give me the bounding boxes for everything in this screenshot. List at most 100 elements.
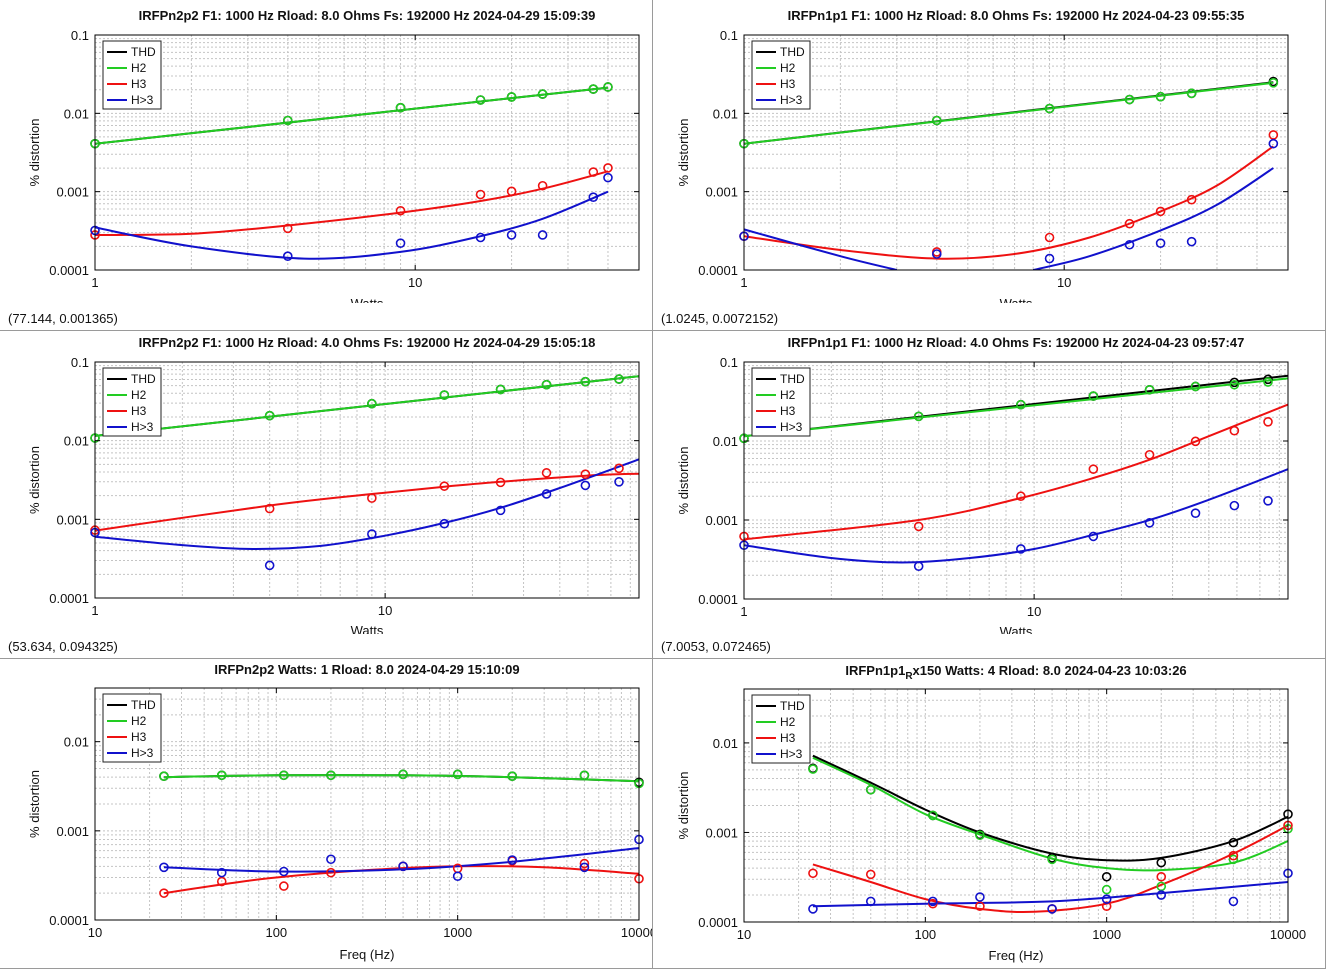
x-tick-label: 10 (378, 603, 392, 618)
x-tick-label: 10 (88, 925, 102, 940)
data-point-hgt3 (1101, 894, 1112, 904)
data-point-hgt3 (326, 854, 336, 865)
grid (743, 34, 1289, 271)
data-point-h3 (1088, 464, 1099, 474)
data-point-h2 (1101, 884, 1112, 895)
y-tick-label: 0.01 (64, 106, 89, 121)
data-point-hgt3 (931, 249, 942, 259)
grid (743, 688, 1289, 923)
x-axis-label: Watts (1000, 296, 1033, 303)
grid (743, 361, 1288, 600)
fit-line-h2 (163, 774, 639, 783)
data-point-h2 (808, 764, 818, 774)
data-point-hgt3 (541, 489, 552, 499)
x-axis-label: Watts (351, 296, 384, 303)
data-point-h2 (1228, 854, 1239, 865)
x-tick-label: 100 (265, 925, 287, 940)
fit-line-hgt3 (812, 881, 1288, 908)
data-point-hgt3 (367, 529, 377, 539)
data-point-hgt3 (1228, 896, 1239, 907)
axes-box (94, 361, 640, 599)
data-point-hgt3 (928, 896, 938, 907)
data-point-h2 (264, 410, 275, 421)
data-point-h2 (439, 390, 450, 400)
axes-box (94, 34, 640, 271)
plot-area (744, 81, 1274, 270)
data-point-h2 (279, 770, 289, 781)
data-point-hgt3 (808, 904, 818, 914)
data-point-h2 (1229, 379, 1240, 390)
data-point-h2 (1124, 94, 1135, 105)
data-point-h2 (1190, 381, 1201, 392)
legend-label: H2 (131, 388, 147, 402)
data-point-h2 (588, 84, 599, 94)
x-tick-label: 1 (740, 275, 747, 290)
panel-top-right: 1 10 0.0001 0.001 0.01 0.1 IRFPn1p1 F1: 1000 H… (653, 0, 1326, 331)
y-tick-label: 0.001 (56, 185, 89, 200)
legend-label: H3 (780, 731, 796, 745)
data-point-hgt3 (1155, 238, 1166, 248)
y-tick-label: 0.0001 (49, 913, 89, 928)
legend-label: H2 (131, 61, 147, 75)
data-point-h2 (398, 769, 408, 780)
data-point-h2 (159, 771, 169, 782)
data-point-h3 (264, 503, 275, 514)
data-point-hgt3 (537, 230, 548, 240)
data-point-hgt3 (1156, 890, 1167, 900)
coord-readout: (7.0053, 0.072465) (661, 639, 771, 654)
axes-box (743, 361, 1289, 600)
legend: THD H2 H3 H>3 (751, 694, 811, 764)
legend-label: H2 (131, 714, 147, 728)
fit-line-hgt3 (744, 228, 898, 270)
chart-svg: 10 100 1000 10000 0.0001 0.001 0.01 IRFPn2p2 Wa… (27, 662, 652, 962)
y-axis-label: % distortion (676, 119, 691, 187)
data-point-hgt3 (507, 855, 518, 865)
data-point-hgt3 (603, 172, 613, 183)
data-point-hgt3 (282, 251, 293, 262)
data-point-h2 (865, 784, 876, 795)
data-point-hgt3 (1186, 236, 1197, 247)
data-point-thd (1156, 857, 1167, 868)
y-tick-label: 0.0001 (49, 591, 89, 606)
data-point-hgt3 (439, 518, 450, 529)
data-point-h2 (216, 770, 227, 781)
chart-title: IRFPn1p1Rx150 Watts: 4 Rload: 8.0 2024-0… (845, 663, 1186, 682)
chart-title: IRFPn1p1 F1: 1000 Hz Rload: 8.0 Ohms Fs:… (788, 8, 1245, 23)
data-point-h2 (614, 374, 624, 384)
fit-line-h3 (95, 472, 639, 532)
y-tick-label: 0.01 (64, 735, 89, 750)
data-point-h3 (865, 869, 876, 880)
data-point-hgt3 (975, 892, 985, 902)
data-point-h3 (1229, 425, 1240, 436)
y-axis-label: % distortion (676, 447, 691, 515)
y-tick-label: 0.01 (64, 434, 89, 449)
data-point-hgt3 (865, 896, 876, 907)
axes-box (743, 34, 1289, 271)
data-point-hgt3 (1016, 544, 1026, 554)
y-tick-label: 0.1 (71, 28, 89, 43)
fit-line-h3 (812, 824, 1288, 914)
data-point-h2 (452, 769, 463, 780)
data-point-h3 (506, 186, 517, 197)
legend-label: THD (131, 698, 156, 712)
plot-area (812, 754, 1288, 914)
x-axis-label: Freq (Hz) (989, 948, 1044, 963)
chart-title: IRFPn1p1 F1: 1000 Hz Rload: 4.0 Ohms Fs:… (788, 335, 1245, 350)
data-point-h3 (1190, 436, 1201, 447)
data-point-h3 (975, 901, 985, 912)
data-point-h3 (913, 521, 924, 532)
legend: THD H2 H3 H>3 (751, 367, 811, 437)
y-axis-label: % distortion (27, 770, 42, 838)
data-point-hgt3 (264, 560, 275, 571)
data-point-h3 (541, 468, 552, 478)
legend: THD H2 H3 H>3 (102, 40, 162, 110)
data-point-h3 (395, 205, 406, 216)
x-tick-label: 1000 (1092, 927, 1121, 942)
legend: THD H2 H3 H>3 (102, 693, 162, 763)
data-point-h3 (282, 223, 293, 234)
data-point-hgt3 (1268, 138, 1279, 149)
data-point-h2 (913, 411, 924, 422)
data-point-h3 (1124, 218, 1135, 229)
data-point-h2 (1047, 854, 1057, 865)
fit-line-hgt3 (95, 458, 639, 551)
